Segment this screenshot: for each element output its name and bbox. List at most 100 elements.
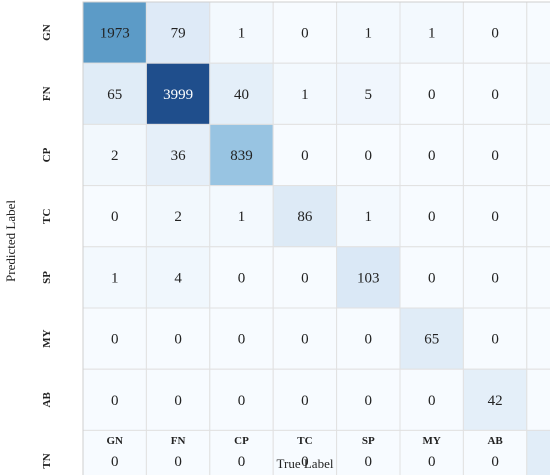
y-tick-TN: TN bbox=[41, 453, 53, 468]
heatmap-cell-GN-MY bbox=[399, 1, 464, 64]
cell-value-TC-SP: 1 bbox=[365, 209, 373, 225]
heatmap-cell-TC-GN bbox=[82, 185, 147, 248]
heatmap-cell-TC-TN bbox=[526, 185, 550, 248]
heatmap-cell-GN-GN bbox=[82, 1, 147, 64]
cell-value-AB-FN: 0 bbox=[174, 393, 182, 409]
cell-value-MY-TC: 0 bbox=[301, 332, 309, 348]
cell-value-SP-CP: 0 bbox=[238, 270, 246, 286]
y-tick-SP: SP bbox=[41, 271, 53, 284]
cell-value-FN-FN: 3999 bbox=[163, 87, 193, 103]
heatmap-cell-AB-CP bbox=[209, 368, 274, 431]
cell-value-TC-AB: 0 bbox=[491, 209, 499, 225]
cell-value-TC-FN: 2 bbox=[174, 209, 182, 225]
cell-value-CP-GN: 2 bbox=[111, 148, 119, 164]
cell-value-FN-GN: 65 bbox=[107, 87, 122, 103]
heatmap-cell-CP-TC bbox=[272, 123, 338, 187]
heatmap-cell-GN-TN bbox=[526, 1, 550, 64]
cell-value-GN-MY: 1 bbox=[428, 26, 436, 42]
heatmap-cell-MY-GN bbox=[82, 307, 147, 370]
heatmap-cell-CP-CP bbox=[209, 123, 274, 187]
cell-value-SP-GN: 1 bbox=[111, 270, 119, 286]
heatmap-cell-MY-AB bbox=[462, 307, 528, 370]
y-tick-FN: FN bbox=[41, 86, 53, 101]
cell-value-AB-SP: 0 bbox=[365, 393, 373, 409]
cell-value-SP-AB: 0 bbox=[491, 270, 499, 286]
heatmap-cell-TC-TC bbox=[272, 185, 338, 248]
cell-value-MY-CP: 0 bbox=[238, 332, 246, 348]
heatmap-cells bbox=[82, 1, 550, 475]
cell-value-FN-AB: 0 bbox=[491, 87, 499, 103]
x-tick-TC: TC bbox=[297, 435, 312, 447]
cell-value-AB-TC: 0 bbox=[301, 393, 309, 409]
cell-value-MY-MY: 65 bbox=[424, 332, 439, 348]
heatmap-cell-CP-SP bbox=[336, 123, 401, 187]
cell-value-MY-FN: 0 bbox=[174, 332, 182, 348]
y-tick-MY: MY bbox=[41, 329, 53, 347]
y-tick-CP: CP bbox=[41, 147, 53, 162]
heatmap-cell-TN-SP bbox=[336, 429, 401, 475]
heatmap-cell-CP-AB bbox=[462, 123, 528, 187]
cell-value-AB-MY: 0 bbox=[428, 393, 436, 409]
heatmap-cell-AB-MY bbox=[399, 368, 464, 431]
cell-value-GN-FN: 79 bbox=[171, 26, 186, 42]
x-tick-SP: SP bbox=[362, 435, 375, 447]
cell-value-TN-FN: 0 bbox=[174, 454, 182, 470]
heatmap-cell-AB-TN bbox=[526, 368, 550, 431]
cell-value-SP-MY: 0 bbox=[428, 270, 436, 286]
cell-value-SP-TC: 0 bbox=[301, 270, 309, 286]
heatmap-cell-TN-MY bbox=[399, 429, 464, 475]
x-tick-MY: MY bbox=[423, 435, 441, 447]
cell-value-MY-AB: 0 bbox=[491, 332, 499, 348]
cell-value-GN-AB: 0 bbox=[491, 26, 499, 42]
heatmap-cell-TN-CP bbox=[209, 429, 274, 475]
heatmap-cell-FN-CP bbox=[209, 62, 274, 125]
heatmap-cell-GN-FN bbox=[145, 1, 211, 64]
heatmap-cell-MY-TC bbox=[272, 307, 338, 370]
heatmap-cell-SP-CP bbox=[209, 246, 274, 309]
y-tick-labels: GN FN CP TC SP MY AB TN bbox=[41, 24, 53, 468]
cell-value-TN-SP: 0 bbox=[365, 454, 373, 470]
y-tick-AB: AB bbox=[41, 391, 53, 407]
cell-value-SP-FN: 4 bbox=[174, 270, 182, 286]
cell-value-TN-GN: 0 bbox=[111, 454, 119, 470]
cell-value-TN-TC: 0 bbox=[301, 454, 309, 470]
heatmap-cell-CP-MY bbox=[399, 123, 464, 187]
cell-value-AB-GN: 0 bbox=[111, 393, 119, 409]
cell-value-CP-CP: 839 bbox=[230, 148, 253, 164]
heatmap-cell-AB-GN bbox=[82, 368, 147, 431]
heatmap-cell-MY-TN bbox=[526, 307, 550, 370]
cell-value-GN-CP: 1 bbox=[238, 26, 246, 42]
cell-value-AB-CP: 0 bbox=[238, 393, 246, 409]
y-axis-title: Predicted Label bbox=[3, 200, 18, 282]
heatmap-cell-TN-TC bbox=[272, 429, 338, 475]
cell-value-FN-SP: 5 bbox=[365, 87, 373, 103]
cell-value-TC-GN: 0 bbox=[111, 209, 119, 225]
cell-value-SP-SP: 103 bbox=[357, 270, 380, 286]
cell-value-GN-SP: 1 bbox=[365, 26, 373, 42]
heatmap-cell-SP-TN bbox=[526, 246, 550, 309]
heatmap-cell-FN-TN bbox=[526, 62, 550, 125]
heatmap-cell-MY-FN bbox=[145, 307, 211, 370]
heatmap-cell-AB-SP bbox=[336, 368, 401, 431]
x-axis-title: True Label bbox=[277, 456, 334, 471]
cell-value-TN-MY: 0 bbox=[428, 454, 436, 470]
cell-value-GN-GN: 1973 bbox=[100, 26, 130, 42]
y-tick-GN: GN bbox=[41, 24, 53, 41]
x-tick-FN: FN bbox=[171, 435, 186, 447]
x-tick-CP: CP bbox=[234, 435, 249, 447]
cell-value-CP-AB: 0 bbox=[491, 148, 499, 164]
heatmap-border bbox=[82, 1, 550, 475]
cell-value-TC-TC: 86 bbox=[297, 209, 313, 225]
cell-value-CP-MY: 0 bbox=[428, 148, 436, 164]
cell-value-FN-MY: 0 bbox=[428, 87, 436, 103]
heatmap-cell-TC-FN bbox=[145, 185, 211, 248]
heatmap-cell-CP-TN bbox=[526, 123, 550, 187]
x-tick-GN: GN bbox=[106, 435, 123, 447]
heatmap-cell-CP-FN bbox=[145, 123, 211, 187]
heatmap-cell-AB-TC bbox=[272, 368, 338, 431]
cell-value-FN-TC: 1 bbox=[301, 87, 309, 103]
cell-value-CP-TC: 0 bbox=[301, 148, 309, 164]
cell-value-AB-AB: 42 bbox=[488, 393, 503, 409]
cell-value-FN-CP: 40 bbox=[234, 87, 249, 103]
